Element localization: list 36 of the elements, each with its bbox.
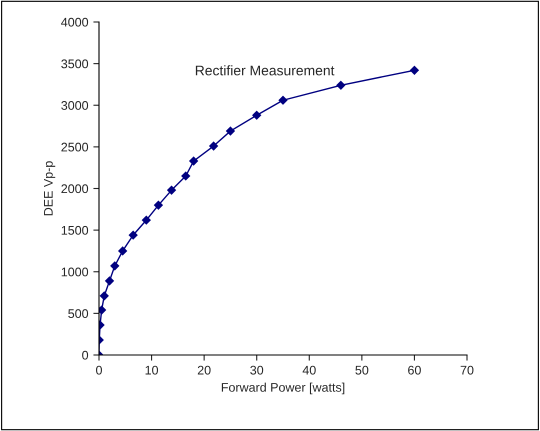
- text: Rectifier Measurement: [196, 65, 334, 76]
- point: [181, 172, 190, 180]
- x-tick-label: 60: [408, 366, 421, 375]
- point: [154, 200, 163, 210]
- y-tick-label: 0: [82, 350, 88, 360]
- point: [110, 261, 120, 270]
- point: [336, 80, 346, 90]
- y-axis-title: DEE Vp-p: [44, 161, 56, 216]
- point: [142, 216, 151, 225]
- point: [105, 276, 114, 286]
- x-axis-title: Forward Power [watts]: [222, 382, 344, 394]
- x-tick-label: 50: [355, 366, 368, 375]
- point: [118, 246, 128, 256]
- point: [128, 230, 138, 240]
- y-tick-label: 2500: [61, 142, 88, 152]
- point: [278, 96, 288, 105]
- point: [252, 110, 262, 120]
- point: [410, 66, 419, 75]
- y-tick-label: 1500: [62, 226, 88, 235]
- x-tick-label: 40: [302, 366, 316, 375]
- point: [226, 126, 235, 136]
- y-tick-label: 4000: [61, 18, 88, 27]
- y-tick-label: 3000: [61, 101, 88, 110]
- x-tick-label: 70: [460, 366, 474, 375]
- x-tick-label: 10: [146, 366, 158, 375]
- y-tick-label: 3500: [61, 59, 88, 68]
- x-tick-label: 30: [250, 366, 264, 375]
- x-tick-label: 0: [96, 366, 102, 375]
- point: [209, 142, 218, 150]
- x-tick-label: 20: [198, 366, 211, 375]
- y-tick-label: 1000: [62, 268, 88, 276]
- y-tick-label: 500: [68, 309, 88, 318]
- y-tick-label: 2000: [61, 184, 88, 194]
- point: [167, 186, 176, 195]
- point: [100, 291, 109, 300]
- point: [189, 156, 198, 166]
